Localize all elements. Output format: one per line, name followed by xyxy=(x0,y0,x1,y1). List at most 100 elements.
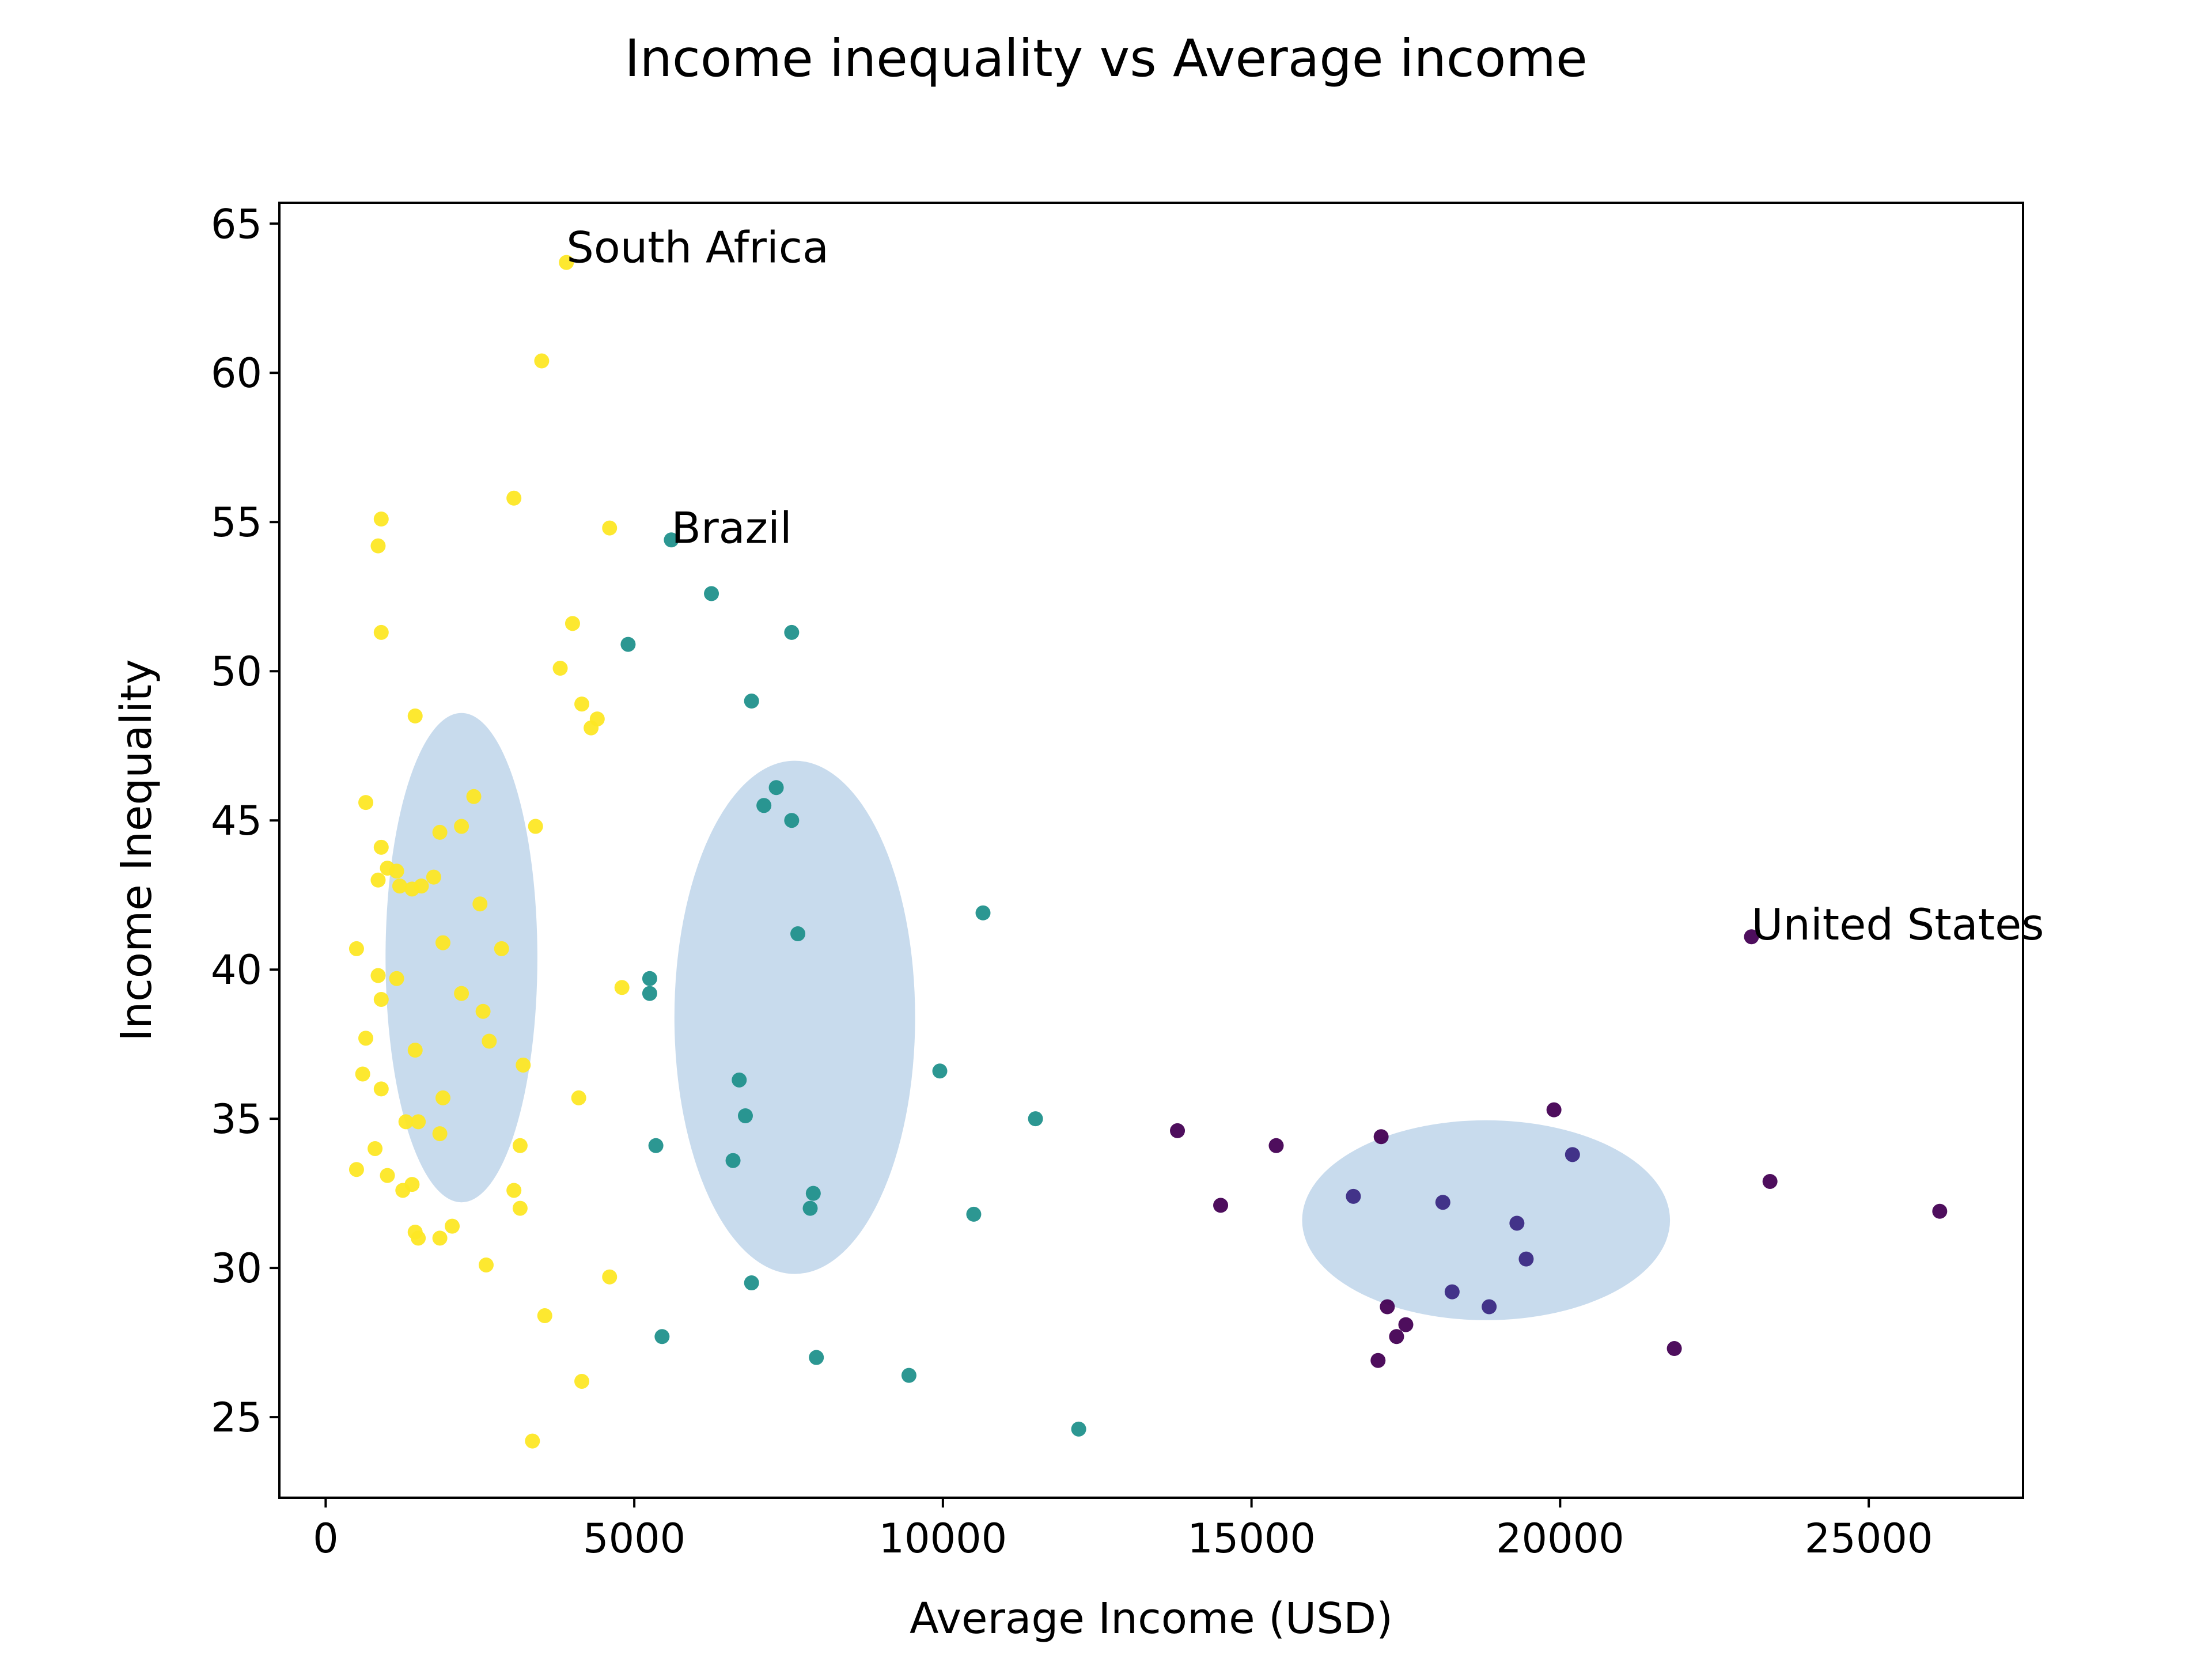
data-point xyxy=(1170,1123,1185,1138)
data-point xyxy=(1389,1329,1404,1344)
data-point xyxy=(407,1043,423,1058)
data-point xyxy=(472,896,488,912)
data-point xyxy=(528,819,543,834)
data-point xyxy=(414,878,429,894)
y-tick-label: 35 xyxy=(211,1096,262,1143)
data-point xyxy=(392,878,407,894)
data-point xyxy=(620,637,636,652)
annotation-label: South Africa xyxy=(566,222,829,272)
data-point xyxy=(571,1090,586,1105)
data-point xyxy=(373,839,389,855)
annotation-label: Brazil xyxy=(671,502,791,553)
data-point xyxy=(373,991,389,1007)
data-point xyxy=(1373,1129,1389,1145)
y-axis: 25 30 35 40 45 50 55 60 65 xyxy=(211,200,279,1441)
x-axis-title: Average Income (USD) xyxy=(910,1594,1393,1643)
data-point xyxy=(525,1433,540,1449)
y-tick-label: 65 xyxy=(211,200,262,248)
y-tick-label: 50 xyxy=(211,648,262,695)
data-point xyxy=(664,532,679,548)
data-point xyxy=(370,968,386,983)
data-point xyxy=(435,935,450,950)
data-point xyxy=(349,1162,364,1177)
data-point xyxy=(373,512,389,527)
data-point xyxy=(975,905,991,921)
data-point xyxy=(784,624,800,640)
plot-frame xyxy=(278,202,2024,1499)
data-point xyxy=(454,986,469,1001)
data-point xyxy=(494,941,509,956)
data-point xyxy=(1268,1138,1284,1153)
data-point xyxy=(454,819,469,834)
data-point xyxy=(1509,1215,1525,1231)
data-point xyxy=(516,1057,531,1073)
data-point xyxy=(732,1072,747,1088)
data-point xyxy=(358,795,374,810)
data-point xyxy=(512,1138,528,1153)
data-point xyxy=(432,824,448,840)
data-point xyxy=(1444,1284,1460,1300)
data-point xyxy=(426,869,441,885)
data-point xyxy=(704,586,719,601)
data-point xyxy=(1482,1299,1497,1315)
data-point xyxy=(482,1033,497,1049)
data-point xyxy=(642,971,657,986)
data-point xyxy=(370,538,386,554)
x-tick-label: 15000 xyxy=(1187,1515,1316,1562)
data-point xyxy=(602,520,618,536)
x-tick-label: 25000 xyxy=(1805,1515,1933,1562)
data-point xyxy=(901,1368,916,1383)
data-point xyxy=(602,1269,618,1285)
data-point xyxy=(809,1350,824,1365)
data-point xyxy=(654,1329,670,1344)
data-point xyxy=(744,694,759,709)
data-point xyxy=(355,1066,370,1082)
data-point xyxy=(370,872,386,888)
data-point xyxy=(373,624,389,640)
data-point xyxy=(380,1168,395,1183)
data-point xyxy=(475,1003,491,1019)
data-point xyxy=(737,1108,753,1123)
x-axis: 0 5000 10000 15000 20000 25000 xyxy=(313,1498,1933,1562)
data-point xyxy=(574,1373,590,1389)
data-point xyxy=(1546,1102,1562,1118)
x-tick-label: 5000 xyxy=(583,1515,685,1562)
data-point xyxy=(1380,1299,1395,1315)
data-point xyxy=(1028,1111,1043,1127)
cluster-ellipse-1 xyxy=(385,713,537,1203)
data-point xyxy=(466,789,482,804)
data-point xyxy=(1435,1195,1450,1210)
data-point xyxy=(445,1218,460,1234)
data-point xyxy=(537,1308,552,1324)
y-tick-label: 40 xyxy=(211,946,262,994)
data-point xyxy=(1762,1173,1778,1189)
data-point xyxy=(506,1183,522,1198)
data-point xyxy=(966,1206,982,1222)
data-point xyxy=(725,1153,741,1168)
data-point xyxy=(512,1200,528,1216)
x-tick-label: 20000 xyxy=(1496,1515,1624,1562)
data-point xyxy=(932,1063,948,1079)
data-point xyxy=(805,1185,821,1201)
data-point xyxy=(398,1114,414,1130)
data-point xyxy=(1370,1353,1386,1368)
data-point xyxy=(349,941,364,956)
y-axis-title: Income Inequality xyxy=(112,659,161,1041)
y-tick-label: 25 xyxy=(211,1394,262,1441)
data-point xyxy=(435,1090,450,1105)
data-point xyxy=(1932,1203,1948,1219)
data-point xyxy=(411,1230,426,1246)
chart-title: Income inequality vs Average income xyxy=(624,28,1588,88)
data-point xyxy=(1565,1147,1580,1162)
cluster-ellipse-2 xyxy=(674,760,915,1274)
data-point xyxy=(395,1183,411,1198)
data-point xyxy=(1398,1317,1414,1332)
data-point xyxy=(614,980,630,995)
data-point xyxy=(784,813,800,828)
data-point xyxy=(1666,1341,1682,1357)
data-point xyxy=(756,798,772,813)
y-tick-label: 55 xyxy=(211,499,262,546)
data-point xyxy=(574,696,590,712)
data-point xyxy=(368,1141,383,1156)
